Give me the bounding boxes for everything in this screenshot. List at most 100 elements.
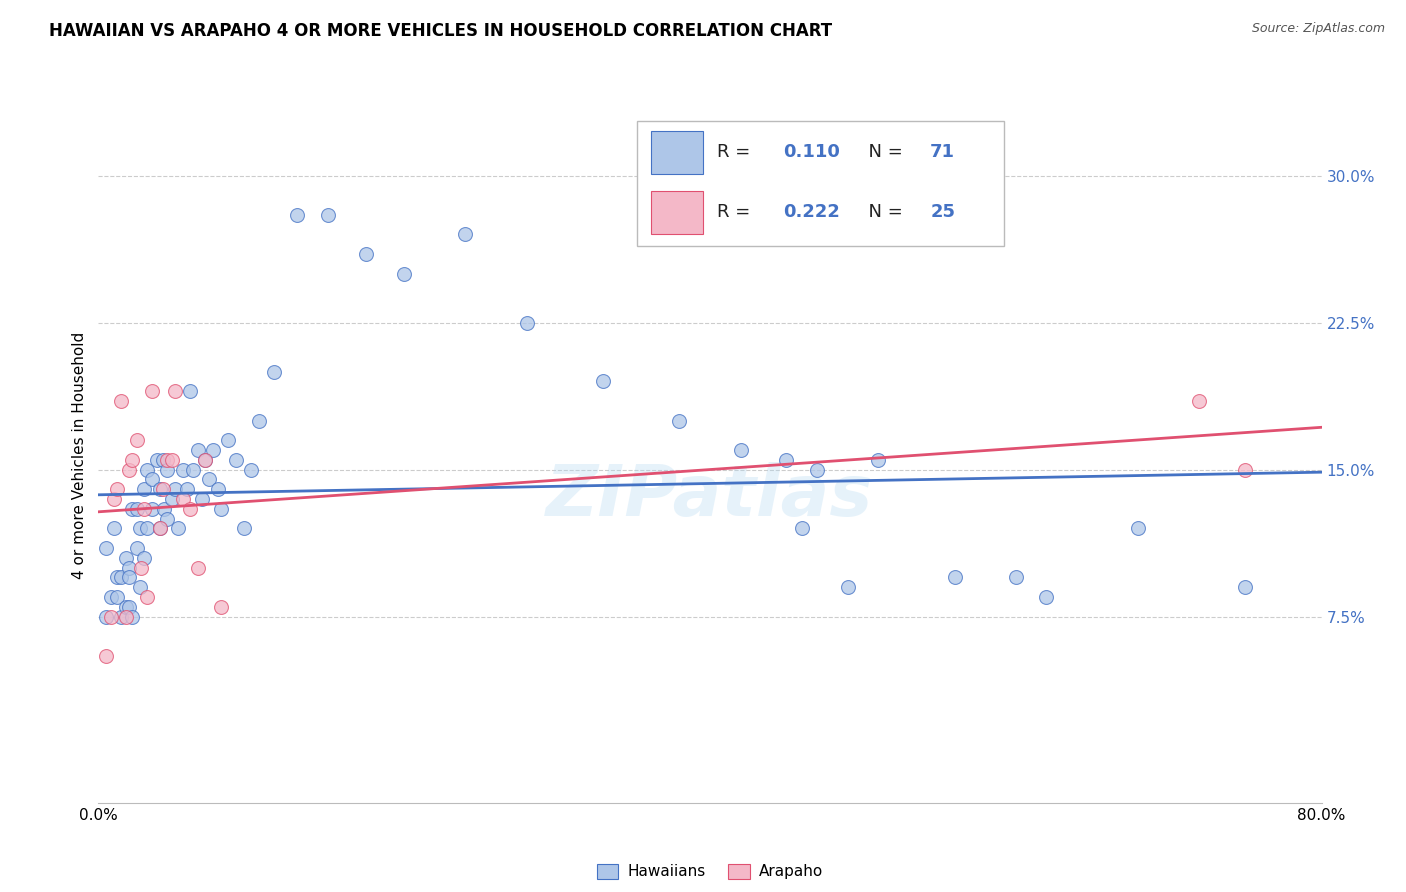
Point xyxy=(187,443,209,458)
Point xyxy=(115,609,138,624)
Point xyxy=(129,560,152,574)
Point xyxy=(125,501,148,516)
Point xyxy=(141,501,163,516)
Point xyxy=(156,462,179,476)
Point xyxy=(118,462,141,476)
Point xyxy=(105,482,128,496)
Point xyxy=(197,472,219,486)
Point xyxy=(285,208,308,222)
Point xyxy=(316,208,339,222)
Point xyxy=(136,521,159,535)
Y-axis label: 4 or more Vehicles in Household: 4 or more Vehicles in Household xyxy=(72,331,87,579)
Point xyxy=(943,570,966,584)
Point xyxy=(209,599,232,614)
Point xyxy=(790,521,813,535)
Point xyxy=(202,443,225,458)
Point xyxy=(134,501,156,516)
Point xyxy=(194,452,217,467)
Point xyxy=(454,227,477,242)
Point xyxy=(118,560,141,574)
Point xyxy=(194,452,217,467)
Point xyxy=(121,609,143,624)
Point xyxy=(118,599,141,614)
Point xyxy=(134,550,156,565)
Text: ZIPatlas: ZIPatlas xyxy=(547,462,873,531)
Point xyxy=(1234,462,1257,476)
Point xyxy=(103,521,125,535)
Point xyxy=(105,590,128,604)
Point xyxy=(217,434,239,448)
Point xyxy=(207,482,229,496)
Point xyxy=(110,570,132,584)
Point xyxy=(94,609,117,624)
Point xyxy=(125,434,148,448)
Point xyxy=(115,599,138,614)
Point xyxy=(232,521,254,535)
Point xyxy=(141,472,163,486)
Point xyxy=(516,316,538,330)
Point xyxy=(179,501,201,516)
Point xyxy=(240,462,263,476)
Point xyxy=(152,482,174,496)
Point xyxy=(263,365,285,379)
Point xyxy=(125,541,148,555)
Point xyxy=(163,482,186,496)
Point xyxy=(181,462,204,476)
Point xyxy=(128,580,150,594)
Point xyxy=(354,247,377,261)
Point xyxy=(153,501,176,516)
Point xyxy=(176,482,198,496)
Point xyxy=(191,491,214,506)
Point xyxy=(121,452,143,467)
Point xyxy=(837,580,859,594)
Point xyxy=(1128,521,1150,535)
Point xyxy=(149,521,172,535)
Point xyxy=(167,521,190,535)
Point xyxy=(156,511,179,525)
Point xyxy=(118,570,141,584)
Point xyxy=(1234,580,1257,594)
Point xyxy=(179,384,201,399)
Point xyxy=(187,560,209,574)
Point xyxy=(592,375,614,389)
Point xyxy=(103,491,125,506)
Point xyxy=(1004,570,1026,584)
Point xyxy=(149,482,172,496)
Point xyxy=(100,590,122,604)
Point xyxy=(141,384,163,399)
Point xyxy=(94,648,117,663)
Point xyxy=(160,452,183,467)
Point xyxy=(868,452,890,467)
Point xyxy=(163,384,186,399)
Text: HAWAIIAN VS ARAPAHO 4 OR MORE VEHICLES IN HOUSEHOLD CORRELATION CHART: HAWAIIAN VS ARAPAHO 4 OR MORE VEHICLES I… xyxy=(49,22,832,40)
Point xyxy=(152,452,174,467)
Point xyxy=(775,452,797,467)
Point xyxy=(247,414,270,428)
Point xyxy=(668,414,690,428)
Point xyxy=(149,521,172,535)
Point xyxy=(134,482,156,496)
Point xyxy=(160,491,183,506)
Point xyxy=(1035,590,1057,604)
Point xyxy=(110,394,132,409)
Legend: Hawaiians, Arapaho: Hawaiians, Arapaho xyxy=(591,857,830,886)
Point xyxy=(121,501,143,516)
Point xyxy=(94,541,117,555)
Point xyxy=(110,609,132,624)
Point xyxy=(100,609,122,624)
Point xyxy=(209,501,232,516)
Point xyxy=(105,570,128,584)
Point xyxy=(145,452,167,467)
Point xyxy=(225,452,247,467)
Point xyxy=(1188,394,1211,409)
Point xyxy=(392,267,416,281)
Point xyxy=(136,590,159,604)
Point xyxy=(115,550,138,565)
Point xyxy=(136,462,159,476)
Text: Source: ZipAtlas.com: Source: ZipAtlas.com xyxy=(1251,22,1385,36)
Point xyxy=(172,491,194,506)
Point xyxy=(730,443,752,458)
Point xyxy=(172,462,194,476)
Point xyxy=(128,521,150,535)
Point xyxy=(156,452,179,467)
